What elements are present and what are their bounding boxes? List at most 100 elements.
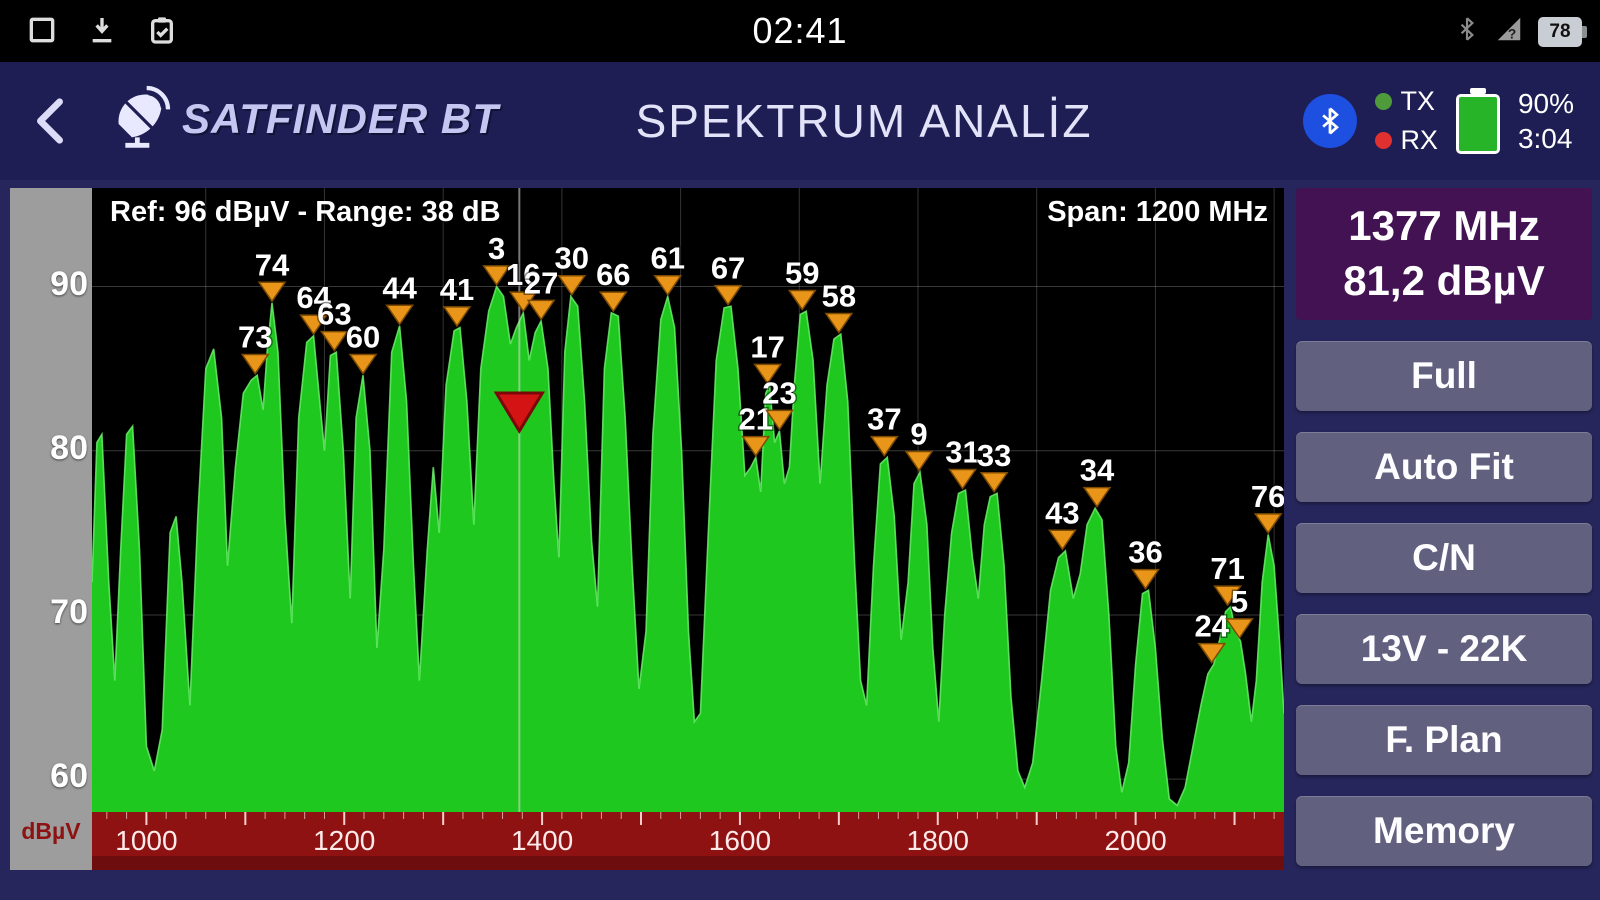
marker[interactable]: 59 bbox=[784, 254, 821, 311]
marker[interactable]: 34 bbox=[1078, 451, 1117, 508]
full-button[interactable]: Full bbox=[1296, 341, 1592, 411]
marker[interactable]: 27 bbox=[522, 264, 560, 321]
marker-label: 43 bbox=[1045, 495, 1079, 530]
marker[interactable]: 21 bbox=[737, 400, 775, 457]
marker-label: 59 bbox=[785, 256, 819, 291]
voltage-tone-button[interactable]: 13V - 22K bbox=[1296, 614, 1592, 684]
marker-readout: 1377 MHz 81,2 dBµV bbox=[1296, 188, 1592, 320]
y-axis-label: 80 bbox=[50, 428, 88, 467]
marker[interactable]: 36 bbox=[1127, 533, 1164, 591]
satellite-dish-icon bbox=[108, 84, 172, 153]
marker[interactable]: 63 bbox=[316, 295, 353, 352]
app-logo: SATFINDER BT bbox=[108, 84, 499, 153]
marker-triangle-icon bbox=[385, 304, 415, 326]
marker-triangle-icon bbox=[948, 468, 977, 490]
marker-triangle-icon bbox=[653, 274, 683, 297]
battery-icon: 78 bbox=[1538, 16, 1587, 47]
marker-label: 33 bbox=[977, 438, 1011, 473]
cn-button[interactable]: C/N bbox=[1296, 523, 1592, 593]
marker-triangle-icon bbox=[1047, 529, 1077, 551]
marker-label: 21 bbox=[739, 402, 773, 437]
x-axis-label: 1600 bbox=[709, 825, 771, 856]
app-header: SATFINDER BT SPEKTRUM ANALİZ TX RX 90% 3… bbox=[0, 62, 1600, 180]
marker-triangle-icon bbox=[1225, 618, 1254, 640]
spectrum-chart: 73 74 64 63 60 44 41 3 16 27 30 66 61 67 21 17 23 59 58 37 9… bbox=[10, 188, 1287, 870]
marker-label: 23 bbox=[762, 375, 796, 410]
marker-triangle-icon bbox=[482, 265, 512, 287]
marker-triangle-icon bbox=[904, 450, 934, 472]
tx-label: TX bbox=[1400, 86, 1435, 116]
spectrum-plot[interactable]: 73 74 64 63 60 44 41 3 16 27 30 66 61 67 21 17 23 59 58 37 9… bbox=[91, 188, 1287, 812]
x-axis: 1000 1200 1400 1600 1800 2000 bbox=[92, 812, 1284, 856]
marker[interactable]: 76 bbox=[1249, 477, 1287, 535]
auto-fit-button[interactable]: Auto Fit bbox=[1296, 432, 1592, 502]
svg-text:?: ? bbox=[1508, 26, 1516, 41]
current-marker-icon[interactable] bbox=[493, 391, 546, 434]
marker-triangle-icon bbox=[1131, 568, 1160, 591]
marker-label: 30 bbox=[555, 241, 589, 276]
marker-label: 24 bbox=[1195, 609, 1230, 644]
signal-question-icon: ? bbox=[1494, 14, 1524, 49]
memory-button[interactable]: Memory bbox=[1296, 796, 1592, 866]
page-title: SPEKTRUM ANALİZ bbox=[635, 95, 1093, 147]
marker[interactable]: 64 bbox=[295, 279, 333, 336]
marker-triangle-icon bbox=[753, 363, 783, 385]
ref-range-label: Ref: 96 dBµV - Range: 38 dB bbox=[110, 196, 501, 228]
marker[interactable]: 66 bbox=[595, 256, 632, 313]
bluetooth-icon bbox=[1454, 14, 1480, 49]
readout-frequency: 1377 MHz bbox=[1348, 202, 1540, 250]
marker-label: 63 bbox=[317, 297, 351, 332]
marker-triangle-icon bbox=[824, 312, 854, 334]
marker[interactable]: 41 bbox=[438, 270, 476, 328]
marker-triangle-icon bbox=[741, 435, 771, 457]
marker[interactable]: 24 bbox=[1193, 607, 1231, 664]
marker[interactable]: 23 bbox=[761, 374, 798, 431]
marker-label: 44 bbox=[382, 270, 417, 305]
marker[interactable]: 9 bbox=[904, 415, 934, 472]
marker[interactable]: 44 bbox=[381, 269, 419, 326]
marker-label: 71 bbox=[1210, 551, 1244, 586]
marker[interactable]: 74 bbox=[253, 246, 292, 303]
marker[interactable]: 43 bbox=[1044, 494, 1081, 551]
back-button[interactable] bbox=[30, 96, 70, 146]
marker-label: 73 bbox=[238, 320, 272, 355]
marker[interactable]: 61 bbox=[649, 239, 686, 297]
download-icon bbox=[86, 14, 118, 51]
marker[interactable]: 33 bbox=[975, 436, 1013, 494]
marker-label: 41 bbox=[440, 272, 474, 307]
y-axis-gutter bbox=[10, 188, 92, 870]
task-check-icon bbox=[146, 14, 178, 51]
x-axis-bottom-strip bbox=[92, 856, 1284, 870]
marker[interactable]: 16 bbox=[505, 256, 542, 313]
marker[interactable]: 58 bbox=[820, 277, 858, 334]
marker[interactable]: 5 bbox=[1225, 582, 1254, 640]
marker[interactable]: 37 bbox=[866, 400, 903, 457]
marker[interactable]: 67 bbox=[709, 249, 747, 306]
marker[interactable]: 60 bbox=[344, 318, 382, 375]
marker-label: 36 bbox=[1128, 535, 1162, 570]
marker-triangle-icon bbox=[299, 314, 329, 336]
marker-triangle-icon bbox=[348, 353, 378, 375]
marker[interactable]: 17 bbox=[749, 328, 786, 385]
bluetooth-button[interactable] bbox=[1303, 94, 1358, 148]
marker-triangle-icon bbox=[869, 435, 899, 457]
status-time: 02:41 bbox=[752, 10, 848, 51]
marker-triangle-icon bbox=[557, 274, 587, 297]
marker[interactable]: 31 bbox=[944, 433, 981, 490]
y-axis-label: 60 bbox=[50, 757, 88, 796]
frequency-plan-button[interactable]: F. Plan bbox=[1296, 705, 1592, 775]
tx-dot bbox=[1375, 93, 1393, 110]
marker-label: 61 bbox=[650, 241, 684, 276]
marker-label: 27 bbox=[524, 265, 558, 300]
marker[interactable]: 71 bbox=[1209, 550, 1246, 607]
marker-label: 16 bbox=[506, 257, 540, 292]
marker-label: 17 bbox=[750, 329, 784, 364]
marker[interactable]: 30 bbox=[553, 239, 591, 297]
device-battery-icon bbox=[1455, 94, 1500, 154]
marker-label: 76 bbox=[1251, 479, 1284, 514]
marker-label: 58 bbox=[822, 279, 856, 314]
marker-triangle-icon bbox=[765, 409, 794, 431]
marker[interactable]: 3 bbox=[482, 229, 512, 287]
x-axis-label: 1200 bbox=[313, 825, 375, 856]
marker[interactable]: 73 bbox=[236, 318, 274, 375]
